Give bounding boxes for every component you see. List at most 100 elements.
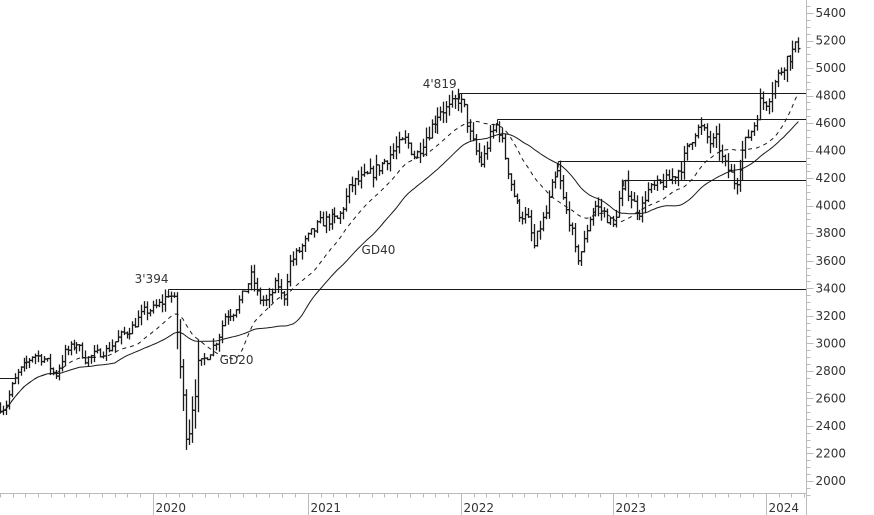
ohlc-bar: [576, 244, 581, 265]
ohlc-bar: [544, 205, 549, 220]
ohlc-bar: [646, 182, 651, 203]
ohlc-bar: [27, 358, 32, 369]
ohlc-bar: [95, 344, 100, 354]
ohlc-bar: [327, 213, 332, 231]
ohlc-bar: [453, 94, 458, 109]
y-tick-label: 2800: [816, 364, 847, 378]
ohlc-bar: [409, 142, 414, 156]
ohlc-bar: [175, 292, 180, 350]
ohlc-bar: [418, 142, 423, 164]
ohlc-bar: [614, 209, 619, 228]
ohlc-bar: [424, 127, 429, 157]
ohlc-bar: [717, 123, 722, 161]
ohlc-bar: [720, 144, 725, 164]
ohlc-bar: [785, 55, 790, 82]
ohlc-bar: [374, 154, 379, 181]
ohlc-bar: [270, 288, 275, 303]
ohlc-bar: [397, 131, 402, 154]
y-tick-label: 3600: [816, 254, 847, 268]
ohlc-bar: [444, 101, 449, 123]
ohlc-bar: [80, 342, 85, 359]
ohlc-bar: [582, 230, 587, 253]
ohlc-bar: [154, 299, 159, 309]
ohlc-bar: [240, 290, 245, 304]
ohlc-bar: [261, 295, 266, 307]
ohlc-bar: [297, 246, 302, 254]
ohlc-bar: [178, 319, 183, 379]
ohlc-bar: [344, 188, 349, 212]
ohlc-bar: [169, 291, 174, 303]
ohlc-bar: [547, 190, 552, 219]
x-tick-label: 2023: [616, 501, 647, 515]
ohlc-bar: [321, 211, 326, 227]
ohlc-bar: [679, 161, 684, 180]
ohlc-bar: [199, 358, 204, 366]
ohlc-bar: [116, 330, 121, 343]
ohlc-bar: [371, 165, 376, 188]
y-tick-label: 5000: [816, 61, 847, 75]
y-tick-label: 2400: [816, 419, 847, 433]
y-tick-label: 3200: [816, 309, 847, 323]
ohlc-bar: [793, 41, 798, 53]
ohlc-bar: [535, 230, 540, 247]
y-tick-label: 2600: [816, 391, 847, 405]
ohlc-bar: [119, 330, 124, 345]
ohlc-bar: [506, 157, 511, 180]
ohlc-bar: [54, 369, 59, 379]
ohlc-bar: [676, 169, 681, 187]
ohlc-bar: [258, 287, 263, 305]
ohlc-bar: [359, 166, 364, 189]
ohlc-bar: [385, 160, 390, 171]
ohlc-bar: [172, 292, 177, 298]
ohlc-bar: [579, 251, 584, 267]
ohlc-bar: [509, 173, 514, 192]
ohlc-bar: [541, 212, 546, 232]
ohlc-bar: [564, 192, 569, 214]
x-tick-label: 2024: [769, 501, 800, 515]
ohlc-bar: [142, 301, 147, 315]
ohlc-bar: [658, 179, 663, 185]
x-tick-label: 2021: [311, 501, 342, 515]
ohlc-bar: [282, 290, 287, 306]
ohlc-bar: [362, 163, 367, 177]
ohlc-bar: [412, 150, 417, 160]
ohlc-bar: [350, 176, 355, 193]
annotation-label: GD20: [220, 353, 254, 367]
ohlc-bar: [163, 289, 168, 312]
ohlc-bar: [324, 211, 329, 234]
ohlc-bar: [388, 146, 393, 172]
moving-average-gd40: [0, 121, 799, 413]
ohlc-bar: [157, 298, 162, 308]
ohlc-bar: [148, 308, 153, 317]
ohlc-bar: [356, 170, 361, 186]
ohlc-bar: [520, 211, 525, 225]
ohlc-bar: [711, 133, 716, 148]
ohlc-bar: [532, 224, 537, 249]
ohlc-bar: [782, 67, 787, 80]
ohlc-bar: [538, 220, 543, 240]
ohlc-bar: [488, 125, 493, 152]
y-tick-label: 4200: [816, 171, 847, 185]
ohlc-bar: [512, 179, 517, 198]
ohlc-bar: [217, 333, 222, 352]
ohlc-bar: [643, 191, 648, 214]
annotation-label: GD40: [362, 243, 396, 257]
ohlc-bar: [667, 169, 672, 181]
ohlc-bar: [500, 128, 505, 143]
ohlc-bar: [196, 339, 201, 413]
moving-average-lines: [0, 92, 799, 413]
ohlc-bar: [181, 359, 186, 412]
ohlc-bar: [708, 130, 713, 154]
ohlc-bar: [394, 136, 399, 160]
x-axis: 2020 2021 2022 2023 2024: [0, 493, 807, 515]
ohlc-bar: [497, 121, 502, 143]
annotation-label: 3'394: [135, 272, 169, 286]
ohlc-bar: [529, 209, 534, 242]
ohlc-bar: [465, 103, 470, 133]
y-axis: 2000 2200 2400 2600 2800 3000 3200 3400 3600 3800…: [806, 0, 847, 515]
y-tick-label: 2000: [816, 474, 847, 488]
ohlc-bar: [696, 124, 701, 139]
ohlc-bar: [561, 174, 566, 200]
y-tick-label: 2200: [816, 446, 847, 460]
